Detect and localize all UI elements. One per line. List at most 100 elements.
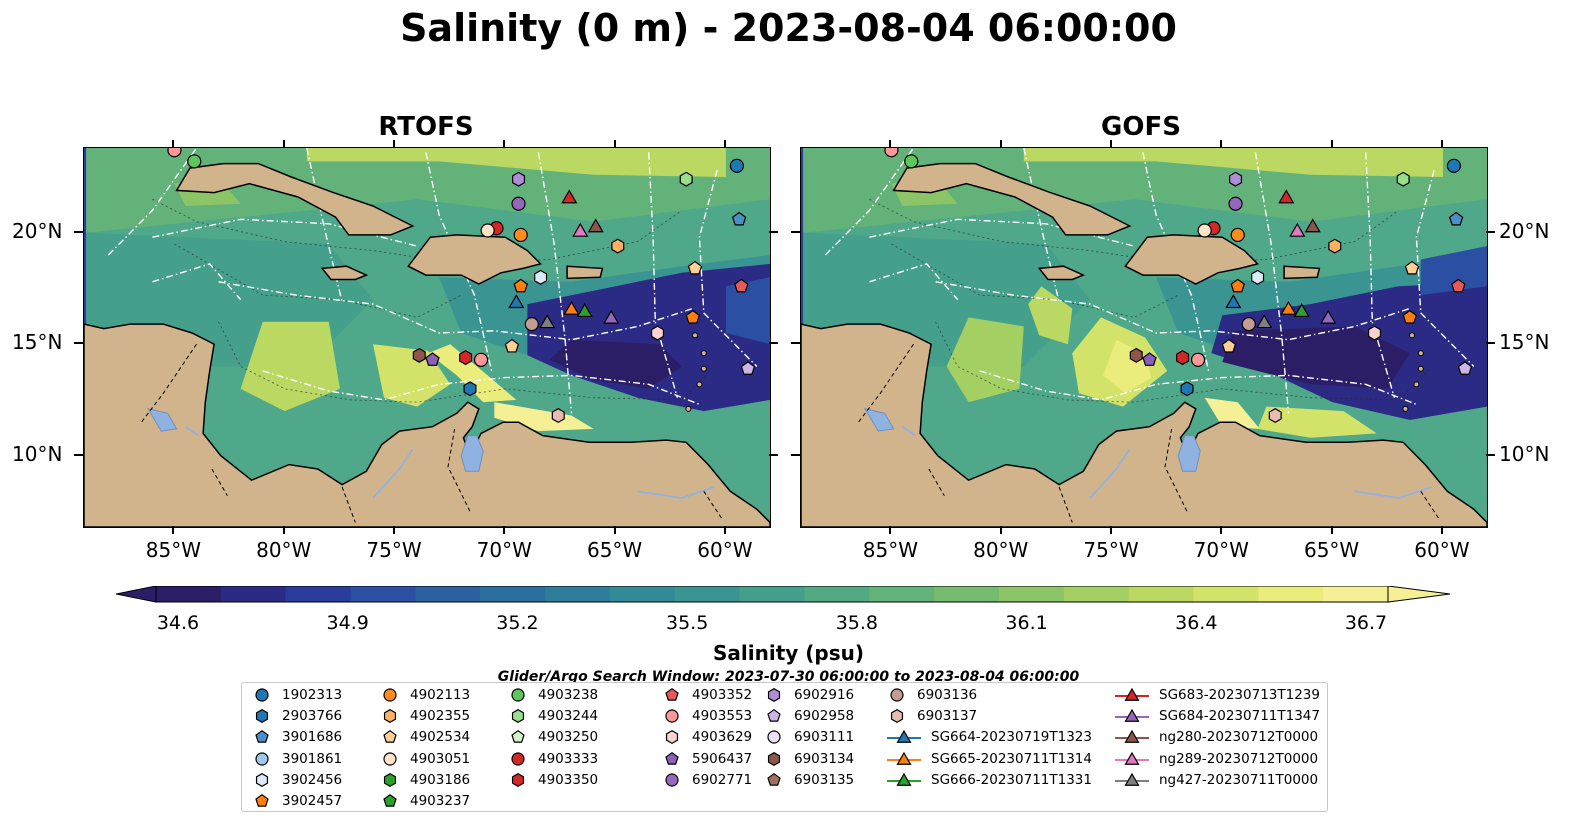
legend-label: 4903237 <box>410 793 471 809</box>
legend-marker <box>511 730 525 744</box>
marker-4902534 <box>504 338 520 353</box>
eez-boundary <box>107 148 198 256</box>
legend-marker <box>383 793 397 807</box>
legend-marker <box>1124 730 1140 744</box>
legend-item: 1902313 <box>252 685 342 705</box>
colorbar-segment <box>480 586 546 602</box>
x-tick-mark <box>172 140 175 148</box>
salinity-field <box>428 344 517 403</box>
y-tick-label-left: 20°N <box>12 218 63 243</box>
x-tick-mark <box>1110 526 1113 534</box>
legend-label: 4903186 <box>410 771 471 788</box>
legend-label: SG665-20230711T1314 <box>931 750 1092 767</box>
legend-label: 6902916 <box>794 687 855 703</box>
y-tick-mark <box>1486 230 1495 233</box>
island <box>1413 381 1420 388</box>
marker-6903136 <box>524 317 539 332</box>
marker-4903352 <box>1451 278 1466 293</box>
legend-label: 5906437 <box>692 750 753 767</box>
salinity-field <box>946 317 1024 403</box>
river <box>1089 448 1131 499</box>
page-title: Salinity (0 m) - 2023-08-04 06:00:00 <box>400 6 1177 50</box>
legend-item: 4903629 <box>662 727 752 747</box>
legend-marker <box>383 709 397 724</box>
island <box>696 381 703 388</box>
legend-marker <box>255 709 269 724</box>
x-tick-mark <box>999 526 1002 534</box>
marker-5906437 <box>425 352 440 366</box>
legend-item: 6903134 <box>764 749 854 769</box>
legend-item: 4903186 <box>380 770 470 790</box>
island <box>1417 365 1424 372</box>
marker-3902456 <box>1251 269 1265 285</box>
bathymetry-contour <box>891 243 1179 318</box>
marker-ng289-20230712T0000 <box>572 222 589 237</box>
marker-ng280-20230712T0000 <box>587 218 604 233</box>
legend-marker <box>767 709 781 722</box>
legend-marker <box>1124 687 1140 701</box>
x-tick-label: 70°W <box>1193 538 1249 562</box>
legend-item: SG666-20230711T1331 <box>887 770 1092 790</box>
marker-4903352 <box>734 278 749 293</box>
y-tick-mark <box>74 230 84 233</box>
colorbar-extend-high <box>1387 586 1451 603</box>
colorbar-segment <box>804 586 870 602</box>
marker-3902457 <box>1402 309 1417 324</box>
marker-6902958 <box>740 361 756 375</box>
legend-item: 4903350 <box>508 770 598 790</box>
island <box>700 350 707 357</box>
country-border <box>928 468 945 497</box>
x-tick-label: 70°W <box>476 538 532 562</box>
land-polygon <box>407 234 543 285</box>
country-border <box>1420 491 1439 519</box>
marker-4902113 <box>1230 227 1245 243</box>
x-tick-mark <box>613 140 616 148</box>
land-polygon <box>892 162 1132 236</box>
legend-label: SG664-20230719T1323 <box>931 729 1092 746</box>
land-polygon <box>1037 265 1086 281</box>
legend-item: SG684-20230711T1347 <box>1115 706 1320 726</box>
legend-item: 4903237 <box>380 791 470 811</box>
island <box>685 405 692 412</box>
marker-6903136 <box>1241 317 1256 332</box>
colorbar-tick-label: 36.4 <box>1175 612 1218 634</box>
legend-label: 3901686 <box>282 729 343 746</box>
marker-4903051 <box>480 223 495 238</box>
salinity-field <box>1257 406 1377 438</box>
legend-label: SG666-20230711T1331 <box>931 771 1092 788</box>
marker-SG664-20230719T1323 <box>508 294 525 309</box>
marker-6902916 <box>512 171 526 187</box>
marker-ng427-20230711T0000 <box>539 314 556 329</box>
map-panel-rtofs[interactable] <box>83 147 771 528</box>
land-polygon <box>84 323 770 527</box>
legend-label: 3901861 <box>282 750 343 767</box>
legend-label: 4902534 <box>410 729 471 746</box>
x-tick-mark <box>1330 140 1333 148</box>
x-tick-mark <box>723 140 726 148</box>
y-tick-mark <box>791 342 801 345</box>
marker-4903238 <box>187 154 202 169</box>
y-tick-label-right: 10°N <box>1499 441 1550 466</box>
marker-3902457 <box>513 278 528 293</box>
marker-4903238 <box>904 154 919 169</box>
x-tick-mark <box>393 140 396 148</box>
river <box>901 425 917 437</box>
legend-label: 6902771 <box>692 771 753 788</box>
island <box>700 365 707 372</box>
y-tick-mark <box>1486 453 1495 456</box>
legend-marker <box>767 772 781 786</box>
marker-SG666-20230711T1331 <box>1293 303 1310 318</box>
legend-label: 4903250 <box>538 729 599 746</box>
marker-SG683-20230713T1239 <box>1278 189 1295 204</box>
map-panel-gofs[interactable] <box>800 147 1488 528</box>
legend-item: 6903137 <box>887 706 977 726</box>
lake <box>863 408 895 432</box>
marker-6902916 <box>1229 171 1243 187</box>
island <box>1402 405 1409 412</box>
legend-item: 5906437 <box>662 749 752 769</box>
eez-boundary <box>824 148 915 256</box>
river <box>184 425 200 437</box>
marker-SG664-20230719T1323 <box>1225 294 1242 309</box>
salinity-field <box>725 277 770 345</box>
x-tick-mark <box>999 140 1002 148</box>
